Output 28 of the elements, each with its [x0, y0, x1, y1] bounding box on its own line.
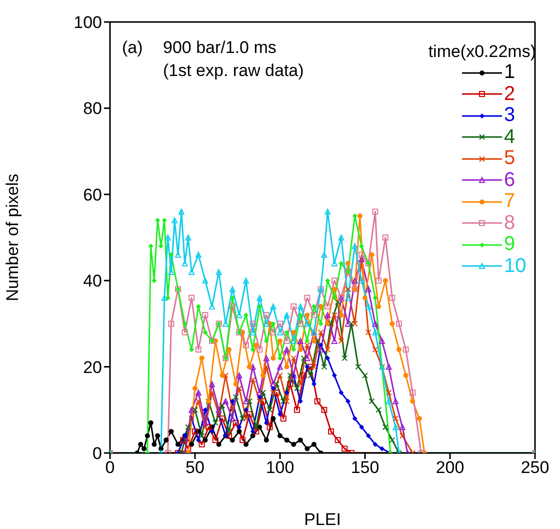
- annotation: (a): [122, 38, 143, 58]
- x-tick-label: 150: [350, 458, 380, 478]
- legend-label: 2: [504, 82, 516, 106]
- legend-label: 8: [504, 212, 516, 235]
- x-tick-label: 0: [105, 458, 115, 478]
- legend-label: 4: [504, 126, 516, 149]
- y-tick-label: 60: [83, 185, 102, 204]
- y-axis-title: Number of pixels: [3, 174, 22, 302]
- legend-label: 1: [504, 61, 516, 84]
- legend-label: 9: [504, 233, 516, 256]
- legend-title: time(x0.22ms): [428, 42, 536, 62]
- y-tick-label: 0: [92, 444, 102, 464]
- legend-label: 5: [504, 147, 516, 170]
- annotation: (1st exp. raw data): [163, 61, 304, 81]
- annotation: 900 bar/1.0 ms: [163, 38, 276, 58]
- y-tick-label: 20: [83, 358, 102, 377]
- y-tick-label: 80: [83, 99, 102, 118]
- y-tick-label: 100: [74, 13, 102, 32]
- legend-label: 6: [504, 168, 516, 192]
- x-tick-label: 50: [186, 458, 204, 478]
- x-axis-title: PLEI: [304, 510, 341, 529]
- x-tick-label: 200: [436, 458, 464, 478]
- legend-label: 10: [504, 254, 528, 278]
- x-tick-label: 100: [266, 458, 294, 478]
- legend-label: 7: [504, 190, 516, 214]
- y-tick-label: 40: [83, 272, 102, 291]
- x-tick-label: 250: [520, 458, 550, 478]
- legend-label: 3: [504, 104, 516, 128]
